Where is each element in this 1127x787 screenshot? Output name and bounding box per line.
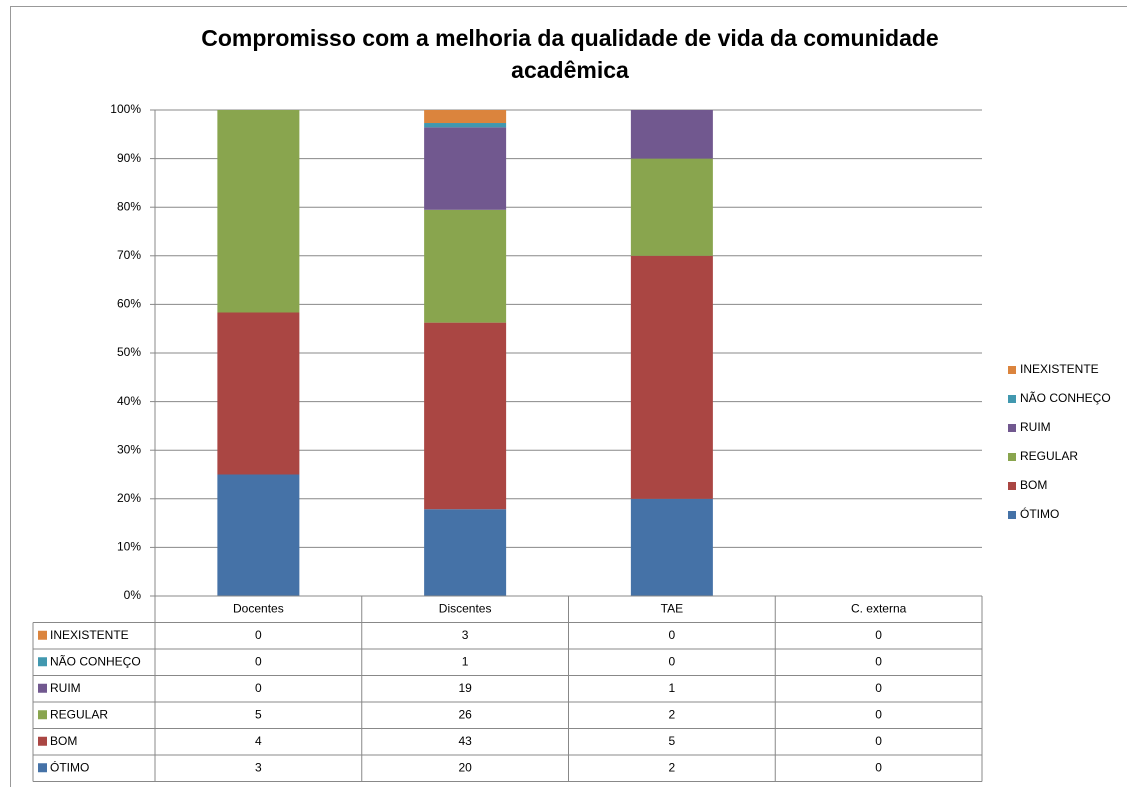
y-tick-label: 50% xyxy=(117,345,141,359)
x-tick-label: Discentes xyxy=(439,601,492,615)
legend-key xyxy=(1008,366,1016,374)
legend-label: NÃO CONHEÇO xyxy=(1020,391,1111,405)
table-key xyxy=(38,710,47,720)
table-row-label: INEXISTENTE xyxy=(50,628,129,642)
y-tick-label: 40% xyxy=(117,394,141,408)
bar-segment xyxy=(217,312,300,475)
bar-segment xyxy=(630,255,713,499)
legend-label: BOM xyxy=(1020,478,1047,492)
bar-segment xyxy=(424,127,507,210)
table-cell: 1 xyxy=(462,654,469,668)
y-tick-label: 100% xyxy=(110,102,141,116)
y-tick-label: 70% xyxy=(117,248,141,262)
y-tick-label: 10% xyxy=(117,540,141,554)
bar-segment xyxy=(424,509,507,596)
legend-key xyxy=(1008,482,1016,490)
x-tick-label: Docentes xyxy=(233,601,284,615)
legend-label: INEXISTENTE xyxy=(1020,362,1099,376)
table-cell: 43 xyxy=(458,734,472,748)
legend-label: RUIM xyxy=(1020,420,1051,434)
bar-segment xyxy=(217,474,300,596)
table-key xyxy=(38,683,47,693)
y-tick-label: 20% xyxy=(117,491,141,505)
table-cell: 0 xyxy=(255,654,262,668)
bar-segment xyxy=(424,322,507,510)
table-cell: 3 xyxy=(255,760,262,774)
table-row-label: BOM xyxy=(50,734,77,748)
table-cell: 5 xyxy=(669,734,676,748)
y-tick-label: 60% xyxy=(117,297,141,311)
table-row-label: REGULAR xyxy=(50,707,108,721)
bar-segment xyxy=(630,110,713,159)
bar-segment xyxy=(630,498,713,596)
table-cell: 0 xyxy=(875,628,882,642)
table-cell: 0 xyxy=(875,681,882,695)
y-tick-label: 30% xyxy=(117,442,141,456)
table-row-label: ÓTIMO xyxy=(50,759,89,774)
chart-title: Compromisso com a melhoria da qualidade … xyxy=(201,25,939,83)
bar-segment xyxy=(630,158,713,256)
table-cell: 20 xyxy=(458,760,472,774)
table-cell: 0 xyxy=(255,628,262,642)
frame xyxy=(10,6,1127,787)
legend-key xyxy=(1008,511,1016,519)
x-tick-label: C. externa xyxy=(851,601,907,615)
table-cell: 0 xyxy=(875,760,882,774)
table-cell: 5 xyxy=(255,707,262,721)
table-cell: 19 xyxy=(458,681,472,695)
table-row-label: RUIM xyxy=(50,681,81,695)
y-tick-label: 80% xyxy=(117,199,141,213)
table-cell: 0 xyxy=(255,681,262,695)
legend-label: REGULAR xyxy=(1020,449,1078,463)
table-cell: 2 xyxy=(669,707,676,721)
legend-label: ÓTIMO xyxy=(1020,506,1059,521)
table-cell: 26 xyxy=(458,707,472,721)
legend-key xyxy=(1008,424,1016,432)
table-cell: 0 xyxy=(669,654,676,668)
table-cell: 0 xyxy=(875,734,882,748)
table-key xyxy=(38,763,47,773)
legend-key xyxy=(1008,453,1016,461)
bar-segment xyxy=(424,123,507,128)
y-tick-label: 90% xyxy=(117,151,141,165)
table-cell: 3 xyxy=(462,628,469,642)
table-cell: 4 xyxy=(255,734,262,748)
table-key xyxy=(38,657,47,667)
bar-segment xyxy=(424,209,507,323)
table-key xyxy=(38,736,47,746)
bar-segment xyxy=(424,110,507,124)
table-cell: 0 xyxy=(669,628,676,642)
table-cell: 1 xyxy=(669,681,676,695)
table-cell: 2 xyxy=(669,760,676,774)
table-cell: 0 xyxy=(875,654,882,668)
table-row-label: NÃO CONHEÇO xyxy=(50,654,141,668)
x-tick-label: TAE xyxy=(661,601,683,615)
table-key xyxy=(38,630,47,640)
table-cell: 0 xyxy=(875,707,882,721)
bar-segment xyxy=(217,110,300,313)
legend-key xyxy=(1008,395,1016,403)
y-tick-label: 0% xyxy=(124,588,142,602)
